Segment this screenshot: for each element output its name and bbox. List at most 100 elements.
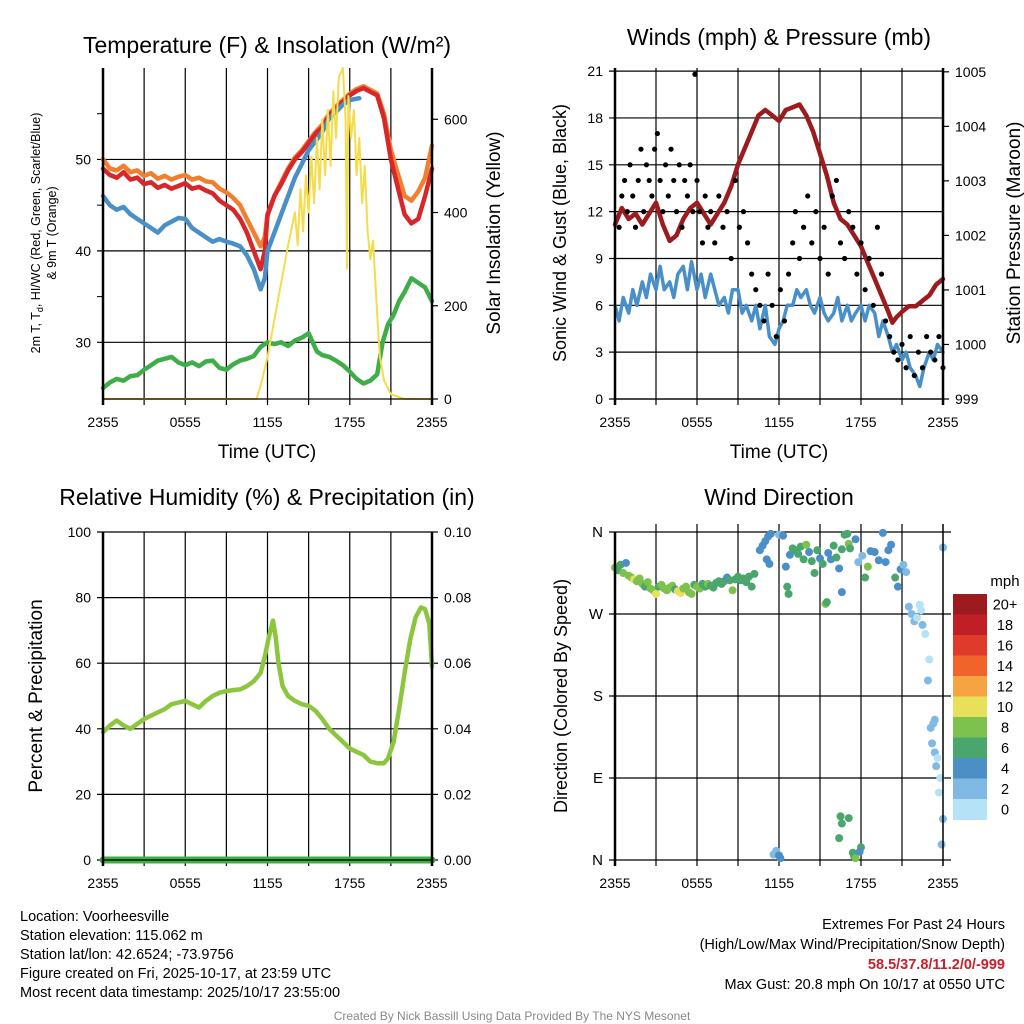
gust-point: [854, 271, 860, 277]
gust-point: [635, 177, 641, 184]
x-tick-label: 2355: [87, 875, 118, 891]
gust-point: [668, 146, 674, 152]
gust-point: [694, 177, 700, 184]
wind-direction-point: [785, 550, 794, 559]
wind-direction-point: [766, 529, 775, 538]
legend-label: 0: [1001, 802, 1009, 818]
y-tick-label: N: [592, 852, 603, 869]
max-gust-text: Max Gust: 20.8 mph On 10/17 at 0550 UTC: [724, 977, 1005, 993]
x-tick-label: 2355: [927, 875, 958, 891]
legend-swatch: [953, 758, 987, 779]
solar-y2-axis-label: Solar Insolation (Yellow): [484, 131, 505, 334]
gust-point: [728, 255, 734, 262]
gust-point: [679, 224, 685, 230]
gust-point: [809, 240, 815, 246]
wind-direction-point: [835, 564, 844, 573]
extremes-info: Extremes For Past 24 Hours (High/Low/Max…: [700, 915, 1005, 995]
wind-direction-point: [799, 555, 808, 564]
wind-direction-point: [832, 553, 841, 562]
gust-point: [676, 162, 682, 168]
wind-direction-point: [810, 569, 819, 577]
gust-point: [891, 349, 897, 355]
wind-direction-point: [937, 840, 946, 849]
created-text: Figure created on Fri, 2025-10-17, at 23…: [20, 966, 332, 982]
y2-tick-label: 0.02: [444, 786, 471, 802]
gust-point: [932, 357, 938, 363]
x-tick-label: 1155: [764, 875, 794, 891]
gust-point: [928, 349, 934, 355]
wind-direction-point: [858, 551, 867, 560]
legend-swatch: [953, 594, 987, 615]
recent-data-text: Most recent data timestamp: 2025/10/17 2…: [20, 985, 341, 1001]
y2-tick-label: 1001: [955, 282, 986, 298]
x-tick-label: 2355: [927, 414, 958, 430]
gust-point: [781, 318, 788, 324]
y-tick-label: 50: [75, 151, 91, 167]
gust-point: [744, 240, 751, 246]
temperature-y-axis-label-line2: & 9m T (Orange): [45, 186, 59, 279]
wind-direction-point: [844, 814, 853, 823]
gust-point: [862, 287, 868, 293]
wind-direction-point: [783, 582, 792, 591]
y-tick-label: 20: [75, 786, 91, 802]
gust-point: [874, 224, 881, 230]
direction-y-axis-label: Direction (Colored By Speed): [551, 579, 571, 813]
legend-swatch: [953, 655, 987, 677]
humidity-panel-title: Relative Humidity (%) & Precipitation (i…: [59, 484, 474, 510]
temperature-panel-title: Temperature (F) & Insolation (W/m²): [83, 32, 451, 58]
location-text: Location: Voorheesville: [20, 909, 170, 925]
wind-direction-point: [843, 529, 852, 538]
x-tick-label: 2355: [599, 875, 630, 891]
series-line-solar-insolation: [102, 67, 433, 400]
legend-swatch: [953, 737, 987, 759]
gust-point: [682, 177, 688, 184]
x-tick-label: 1155: [252, 875, 282, 891]
gust-point: [903, 365, 909, 371]
legend-swatch: [953, 635, 987, 656]
wind-direction-point: [904, 602, 913, 611]
panel-2: 0 20 40 60 80 100 0.00 0.02 0.04 0.06 0.08 0.10 2355…: [68, 524, 472, 891]
y2-tick-label: 200: [444, 298, 468, 314]
y-tick-label: 80: [75, 590, 91, 606]
gust-point: [673, 209, 680, 215]
gust-point: [866, 255, 872, 262]
gust-point: [654, 130, 660, 137]
gust-point: [813, 209, 819, 215]
legend-label: 10: [997, 700, 1013, 716]
gust-point: [740, 209, 747, 215]
x-tick-label: 1155: [764, 414, 794, 430]
x-tick-label: 1755: [845, 875, 876, 891]
gust-point: [878, 271, 885, 277]
gust-point: [773, 333, 779, 340]
y-tick-label: 18: [587, 110, 603, 126]
wind-direction-point: [887, 540, 896, 549]
gust-point: [753, 287, 759, 293]
gust-point: [624, 209, 630, 215]
wind-direction-point: [837, 819, 846, 828]
wind-direction-point: [926, 723, 935, 732]
pressure-y2-axis-label: Station Pressure (Maroon): [1004, 122, 1024, 345]
gust-point: [619, 193, 625, 199]
wind-direction-point: [784, 589, 793, 598]
y2-tick-label: 0: [444, 391, 452, 407]
legend-label: 16: [997, 638, 1013, 654]
gust-point: [697, 209, 703, 215]
gust-point: [724, 209, 730, 215]
gust-point: [690, 209, 696, 215]
y-tick-label: 9: [595, 250, 603, 266]
gust-point: [621, 177, 628, 184]
extremes-values: 58.5/37.8/11.2/0/-999: [867, 957, 1005, 973]
wind-direction-point: [829, 541, 838, 550]
gust-point: [761, 318, 767, 324]
legend-label: 14: [997, 659, 1013, 675]
wind-direction-point: [851, 854, 860, 863]
legend-swatch: [953, 778, 987, 800]
ylabel-part: , HI/WC (Red, Green, Scarlet/Blue): [29, 113, 43, 308]
y-tick-label: 0: [595, 391, 603, 407]
wind-direction-point: [776, 854, 785, 863]
extremes-title: Extremes For Past 24 Hours: [822, 917, 1005, 933]
y-tick-label: 60: [75, 655, 91, 671]
series-line-station-pressure: [612, 102, 946, 325]
temperature-y-axis-label: 2m T, Td, HI/WC (Red, Green, Scarlet/Blu…: [29, 113, 45, 354]
credit-text: Created By Nick Bassill Using Data Provi…: [333, 1009, 691, 1023]
